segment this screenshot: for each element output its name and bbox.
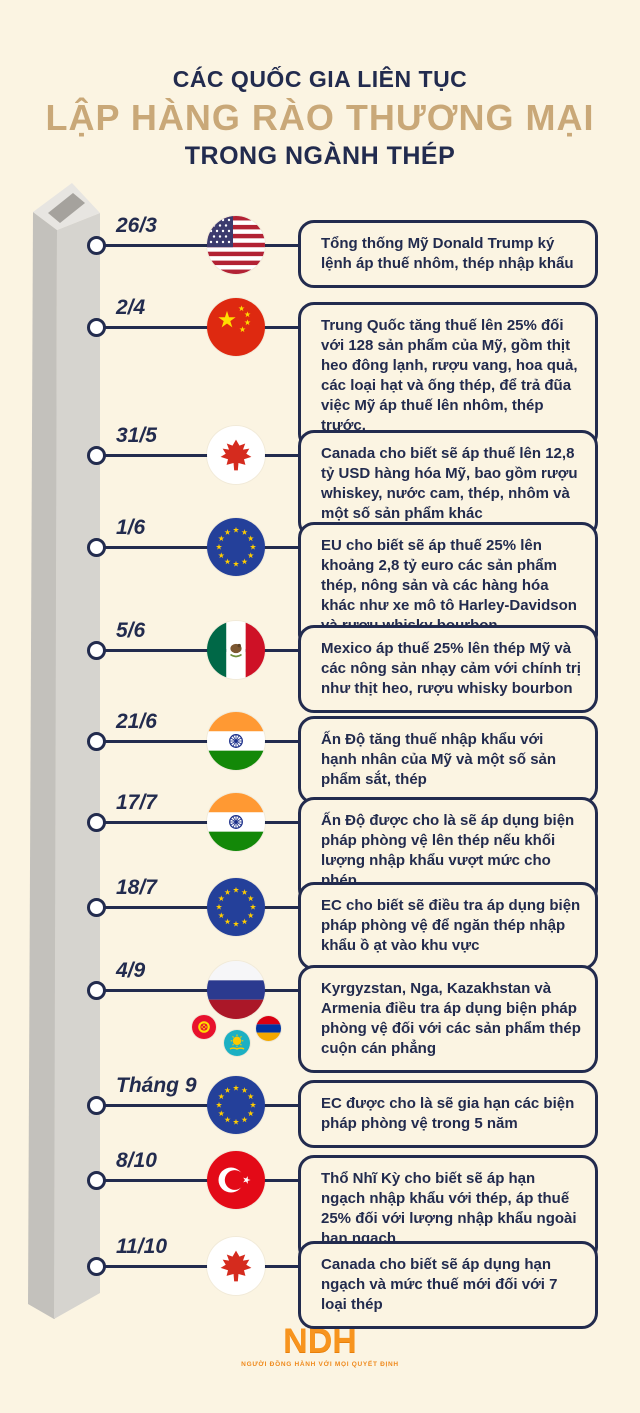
- event-date: 2/4: [116, 296, 146, 319]
- event-date: 18/7: [116, 876, 157, 899]
- connector-line: [96, 325, 302, 329]
- event-card: Canada cho biết sẽ áp thuế lên 12,8 tỷ U…: [298, 430, 598, 538]
- eu-flag-icon: [207, 1076, 265, 1134]
- event-date: 17/7: [116, 791, 157, 814]
- event-card: Trung Quốc tăng thuế lên 25% đối với 128…: [298, 302, 598, 450]
- title-line-3: TRONG NGÀNH THÉP: [184, 142, 456, 170]
- timeline-node: [87, 812, 106, 832]
- event-text: EC được cho là sẽ gia hạn các biện pháp …: [321, 1095, 575, 1132]
- timeline-node: [87, 980, 106, 1000]
- china-flag-icon: [207, 298, 265, 356]
- ndh-logo: NDH: [283, 1322, 357, 1360]
- india-flag-icon: [207, 793, 265, 851]
- kyrgyzstan-flag-icon: [192, 1015, 216, 1039]
- canada-flag-icon: [207, 426, 265, 484]
- timeline-node: [87, 537, 106, 557]
- event-date: Tháng 9: [116, 1074, 197, 1097]
- connector-line: [96, 453, 302, 457]
- event-card: EC cho biết sẽ điều tra áp dụng biện phá…: [298, 882, 598, 970]
- event-text: Mexico áp thuế 25% lên thép Mỹ và các nô…: [321, 640, 581, 697]
- event-date: 26/3: [116, 214, 157, 237]
- event-text: Canada cho biết sẽ áp dụng hạn ngạch và …: [321, 1256, 558, 1313]
- event-text: Trung Quốc tăng thuế lên 25% đối với 128…: [321, 317, 578, 434]
- event-text: Ấn Độ tăng thuế nhập khẩu với hạnh nhân …: [321, 731, 557, 788]
- logo-tagline: NGƯỜI ĐỒNG HÀNH VỚI MỌI QUYẾT ĐỊNH: [241, 1361, 399, 1368]
- event-text: EU cho biết sẽ áp thuế 25% lên khoảng 2,…: [321, 537, 577, 634]
- event-text: EC cho biết sẽ điều tra áp dụng biện phá…: [321, 897, 581, 954]
- connector-line: [96, 545, 302, 549]
- timeline-node: [87, 1170, 106, 1190]
- eu-flag-icon: [207, 878, 265, 936]
- event-card: Ấn Độ tăng thuế nhập khẩu với hạnh nhân …: [298, 716, 598, 804]
- timeline-node: [87, 235, 106, 255]
- timeline-node: [87, 317, 106, 337]
- kazakhstan-flag-icon: [224, 1030, 250, 1056]
- eu-flag-icon: [207, 518, 265, 576]
- event-date: 21/6: [116, 710, 157, 733]
- event-date: 1/6: [116, 516, 146, 539]
- timeline-node: [87, 731, 106, 751]
- event-date: 5/6: [116, 619, 146, 642]
- event-text: Kyrgyzstan, Nga, Kazakhstan và Armenia đ…: [321, 980, 581, 1057]
- event-text: Canada cho biết sẽ áp thuế lên 12,8 tỷ U…: [321, 445, 578, 522]
- steel-pillar-graphic: [28, 183, 100, 1319]
- event-text: Ấn Độ được cho là sẽ áp dụng biện pháp p…: [321, 812, 575, 889]
- connector-line: [96, 243, 302, 247]
- canada-flag-icon: [207, 1237, 265, 1295]
- event-card: Kyrgyzstan, Nga, Kazakhstan và Armenia đ…: [298, 965, 598, 1073]
- event-date: 8/10: [116, 1149, 157, 1172]
- title-line-1: CÁC QUỐC GIA LIÊN TỤC: [172, 66, 468, 92]
- event-date: 4/9: [116, 959, 146, 982]
- timeline-node: [87, 640, 106, 660]
- timeline-node: [87, 445, 106, 465]
- usa-flag-icon: [207, 216, 265, 274]
- event-card: Mexico áp thuế 25% lên thép Mỹ và các nô…: [298, 625, 598, 713]
- mexico-flag-icon: [207, 621, 265, 679]
- timeline-node: [87, 1095, 106, 1115]
- armenia-flag-icon: [256, 1016, 281, 1041]
- turkey-flag-icon: [207, 1151, 265, 1209]
- footer: NDH NGƯỜI ĐỒNG HÀNH VỚI MỌI QUYẾT ĐỊNH: [0, 1324, 640, 1368]
- event-card: Tổng thống Mỹ Donald Trump ký lệnh áp th…: [298, 220, 598, 288]
- connector-line: [96, 988, 302, 992]
- connector-line: [96, 1178, 302, 1182]
- india-flag-icon: [207, 712, 265, 770]
- event-text: Tổng thống Mỹ Donald Trump ký lệnh áp th…: [321, 235, 574, 272]
- title-line-2: LẬP HÀNG RÀO THƯƠNG MẠI: [45, 97, 595, 138]
- event-text: Thổ Nhĩ Kỳ cho biết sẽ áp hạn ngạch nhập…: [321, 1170, 577, 1247]
- russia-flag-icon: [207, 961, 265, 1019]
- event-card: EC được cho là sẽ gia hạn các biện pháp …: [298, 1080, 598, 1148]
- timeline-node: [87, 897, 106, 917]
- connector-line: [96, 1103, 302, 1107]
- connector-line: [96, 905, 302, 909]
- page-title: CÁC QUỐC GIA LIÊN TỤC LẬP HÀNG RÀO THƯƠN…: [0, 66, 640, 171]
- timeline-node: [87, 1256, 106, 1276]
- event-date: 11/10: [116, 1235, 167, 1258]
- connector-line: [96, 1264, 302, 1268]
- connector-line: [96, 739, 302, 743]
- connector-line: [96, 648, 302, 652]
- event-card: Canada cho biết sẽ áp dụng hạn ngạch và …: [298, 1241, 598, 1329]
- event-date: 31/5: [116, 424, 157, 447]
- connector-line: [96, 820, 302, 824]
